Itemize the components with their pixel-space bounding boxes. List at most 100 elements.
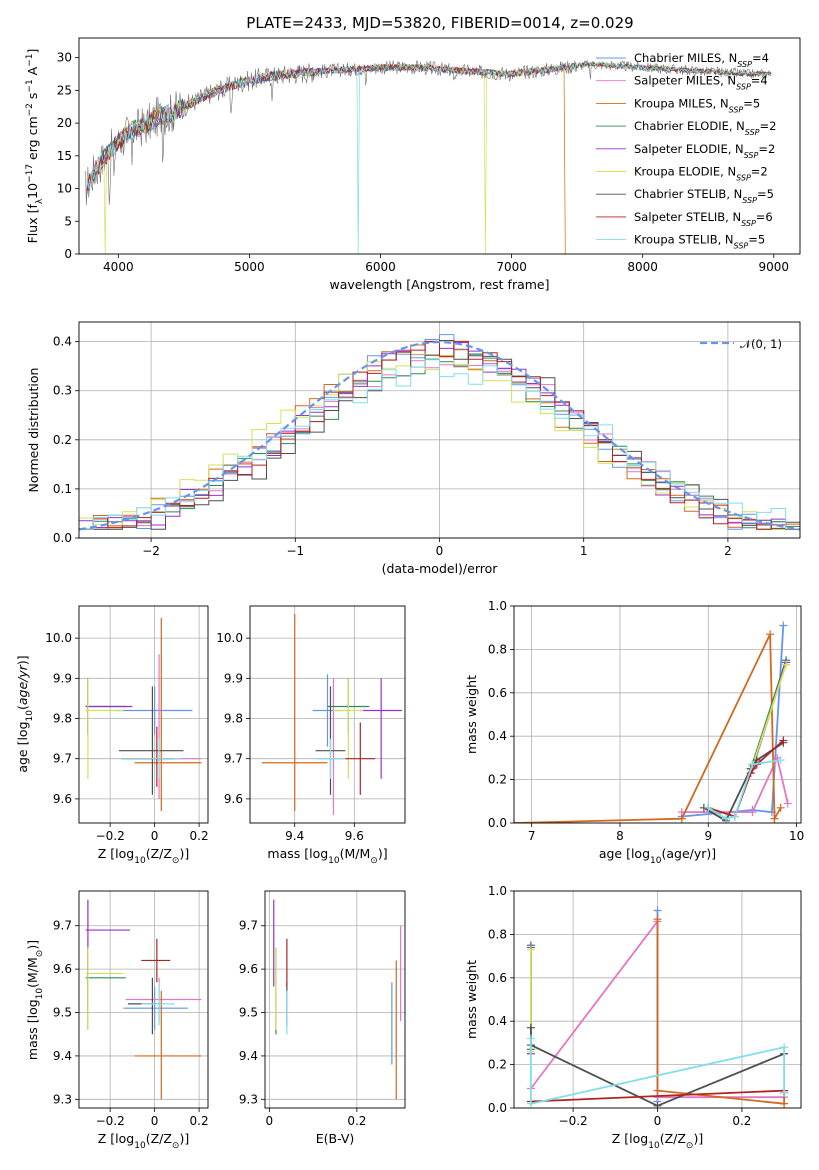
point-salpeter-stelib (141, 938, 171, 983)
plot-area (514, 621, 792, 823)
x-tick-label: 10 (789, 829, 804, 843)
y-tick-label: 0 (64, 247, 72, 261)
x-tick-label: 9 (704, 829, 712, 843)
point-kroupa-elodie (85, 947, 124, 1030)
y-tick-label: 9.9 (53, 671, 72, 685)
y-tick-label: 9.6 (53, 962, 72, 976)
marker-kroupa-stelib (721, 814, 730, 823)
axes-frame (264, 890, 406, 1109)
plot-area (526, 906, 789, 1108)
marker-salpeter-stelib (779, 736, 788, 745)
legend-label-kroupa-elodie: Kroupa ELODIE, NSSP=2 (634, 165, 768, 183)
x-tick-label: 0 (436, 544, 444, 558)
plot-area (85, 60, 772, 254)
legend-label-kroupa-stelib: Kroupa STELIB, NSSP=5 (634, 233, 765, 251)
x-axis-label: mass [log10(M/M⊙)] (267, 846, 387, 866)
y-tick-label: 0.1 (53, 482, 72, 496)
point-salpeter-elodie (85, 678, 133, 735)
y-tick-label: 0.4 (488, 729, 507, 743)
y-tick-label: 9.3 (53, 1092, 72, 1106)
y-tick-label: 0.0 (53, 531, 72, 545)
marker-salpeter-miles (748, 808, 757, 817)
panel-mass-weight-vs-Z: −0.2 0 0.2 0.0 0.2 0.4 0.6 0.8 1.0 Z [log10(Z/Z⊙)… (464, 884, 802, 1151)
y-tick-label: 9.6 (53, 792, 72, 806)
legend-label-chabrier-elodie: Chabrier ELODIE, NSSP=2 (634, 119, 776, 137)
y-tick-label: 0.2 (488, 1058, 507, 1072)
point-salpeter-stelib (345, 722, 376, 795)
legend-label-chabrier-miles: Chabrier MILES, NSSP=4 (634, 51, 769, 69)
y-axis-label: mass [log10(M/M⊙)] (25, 940, 45, 1060)
y-tick-label: 9.7 (53, 919, 72, 933)
point-kroupa-miles (261, 614, 328, 811)
marker-kroupa-miles (677, 814, 686, 823)
marker-kroupa-elodie (781, 660, 790, 669)
marker-kroupa-stelib (526, 1034, 535, 1043)
axes-frame (249, 605, 406, 824)
y-tick-label: 10.0 (45, 631, 72, 645)
marker-kroupa-miles (770, 814, 779, 823)
spectrum-line-kroupa-stelib (86, 61, 772, 254)
x-tick-label: −0.2 (559, 1114, 588, 1128)
y-axis-label: Flux [fλ10−17 erg cm−2 s−1 A−1] (25, 49, 45, 244)
x-tick-label: 2 (724, 544, 732, 558)
axes-frame (78, 890, 209, 1109)
y-tick-label: 0.3 (53, 384, 72, 398)
hist-chabrier-stelib (79, 340, 800, 530)
panel-age-vs-Z: −0.2 0 0.2 9.6 9.7 9.8 9.9 10.0 Z [log10(Z/Z⊙)] a… (15, 605, 209, 866)
y-tick-label: 1.0 (488, 599, 507, 613)
marker-kroupa-stelib (526, 1099, 535, 1108)
x-tick-label: 9.4 (285, 829, 304, 843)
plot-area (79, 334, 800, 531)
x-tick-label: 8 (616, 829, 624, 843)
x-tick-label: 6000 (365, 260, 396, 274)
y-tick-label: 15 (57, 149, 72, 163)
y-tick-label: 9.5 (239, 1006, 258, 1020)
figure-title: PLATE=2433, MJD=53820, FIBERID=0014, z=0… (246, 14, 633, 32)
x-axis-label: Z [log10(Z/Z⊙)] (98, 846, 189, 866)
y-axis-label: age [log10(age/yr)] (15, 655, 35, 772)
spectrum-line-kroupa-miles (86, 63, 566, 254)
x-axis-label: Z [log10(Z/Z⊙)] (612, 1131, 703, 1151)
x-tick-label: 8000 (627, 260, 658, 274)
marker-kroupa-stelib (780, 1043, 789, 1052)
point-salpeter-miles (125, 977, 202, 1022)
point-kroupa-stelib (121, 738, 182, 779)
marker-kroupa-miles (766, 630, 775, 639)
spectrum-line-chabrier-miles (86, 63, 566, 192)
x-tick-label: −1 (286, 544, 304, 558)
point-salpeter-elodie (360, 678, 403, 779)
y-tick-label: 0.4 (488, 1014, 507, 1028)
y-tick-label: 0.8 (488, 642, 507, 656)
x-tick-label: 7000 (496, 260, 527, 274)
y-axis-label: mass weight (464, 675, 479, 754)
y-tick-label: 9.6 (239, 962, 258, 976)
y-tick-label: 0.8 (488, 927, 507, 941)
y-tick-label: 0.6 (488, 971, 507, 985)
y-axis-label: Normed distribution (26, 368, 41, 493)
plot-area (273, 899, 402, 1100)
x-tick-label: 5000 (234, 260, 265, 274)
y-tick-label: 9.8 (224, 712, 243, 726)
x-tick-label: 0 (266, 1114, 274, 1128)
y-tick-label: 0.2 (488, 773, 507, 787)
gaussian-legend-label: 𝒩(0, 1) (740, 337, 782, 351)
point-salpeter-elodie (85, 899, 131, 1013)
gaussian-curve (79, 341, 800, 531)
line-salpeter-miles (681, 755, 789, 813)
x-tick-label: 0 (151, 829, 159, 843)
marker-kroupa-stelib (780, 1088, 789, 1097)
y-tick-label: 9.8 (53, 712, 72, 726)
y-tick-label: 9.7 (53, 752, 72, 766)
panel-mass-vs-EBV: 0 0.2 9.3 9.4 9.5 9.6 9.7 E(B-V) (239, 890, 406, 1146)
y-tick-label: 0.6 (488, 686, 507, 700)
hist-kroupa-stelib (79, 359, 800, 530)
axes-frame (78, 37, 801, 255)
panel-spectrum: 4000 5000 6000 7000 8000 9000 0 5 10 15 20 25 30 wave… (25, 37, 801, 292)
panel-mass-vs-Z: −0.2 0 0.2 9.3 9.4 9.5 9.6 9.7 Z [log10(Z/Z⊙)] ma… (25, 890, 209, 1151)
x-tick-label: 9000 (759, 260, 790, 274)
spectrum-legend: Chabrier MILES, NSSP=4 Salpeter MILES, NS… (596, 51, 776, 250)
point-chabrier-stelib (127, 977, 164, 1035)
x-tick-label: 0.2 (732, 1114, 751, 1128)
plot-area (85, 899, 202, 1100)
